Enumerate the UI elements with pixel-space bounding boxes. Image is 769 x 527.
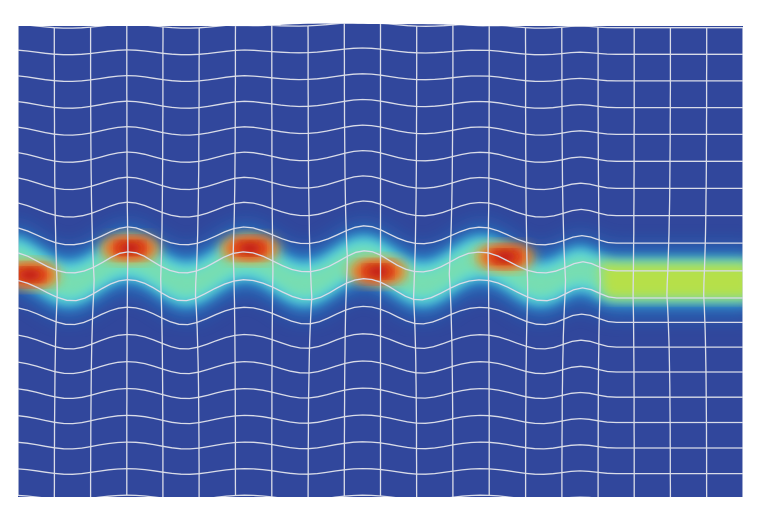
mesh-row-line-11 [18,305,743,326]
mesh-row-line-4 [18,124,743,136]
mesh-row-line-13 [18,360,743,375]
fold-hotspot-4-ring-3 [366,265,390,278]
mesh-grid [18,23,743,497]
mesh-row-line-1 [18,47,743,56]
fold-hotspot-5-ring-3 [493,250,517,263]
mesh-row-line-16 [18,441,743,450]
mesh-row-line-9 [18,250,743,274]
mesh-row-line-14 [18,387,743,400]
mesh-row-line-17 [18,467,743,475]
mesh-row-line-15 [18,414,743,425]
mesh-row-line-5 [18,149,743,163]
mesh-row-line-3 [18,98,743,109]
mesh-row-line-2 [18,73,743,83]
layer-flat-end [600,259,743,299]
mesh-row-line-7 [18,200,743,218]
fold-hotspot-2-ring-3 [118,242,142,255]
mesh-row-line-6 [18,175,743,191]
mesh-row-line-12 [18,333,743,350]
mesh-row-line-10 [18,278,743,302]
mesh-row-line-8 [18,225,743,246]
mesh-row-line-18 [18,494,743,497]
fold-hotspot-1-ring-3 [18,268,42,281]
